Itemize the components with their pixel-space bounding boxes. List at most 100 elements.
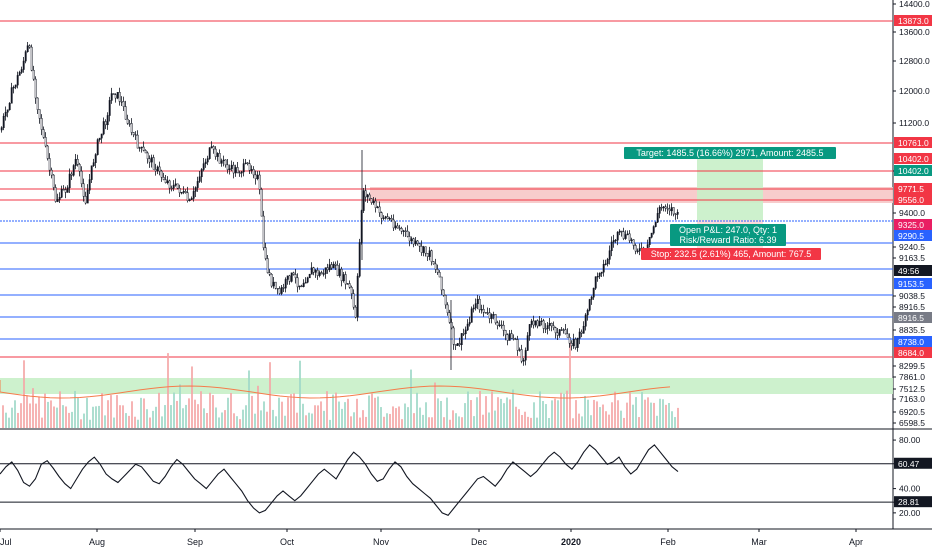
price-tick-label: 7512.5 [899,384,925,394]
time-tick-label: Mar [751,537,767,547]
candle-body [246,162,249,164]
candle-body [556,332,559,336]
candle-body [58,197,61,200]
candle-body [564,329,567,335]
volume-bar [482,414,484,428]
volume-bar [2,405,4,428]
candle-body [372,200,375,203]
candle-body [192,191,195,199]
candle-body [178,188,181,194]
volume-bar [152,410,154,428]
volume-bar [632,404,634,428]
candle-body [536,320,539,327]
candle-body [462,333,465,335]
candle-body [350,286,353,294]
volume-bar [221,412,223,428]
level-tag-label: 8738.0 [898,337,924,347]
candle-body [92,162,95,166]
volume-bar [548,418,550,428]
candle-body [232,164,235,174]
candle-body [298,285,301,288]
candle-body [280,287,283,294]
candle-body [234,167,237,174]
candle-body [634,245,637,252]
volume-bar [344,402,346,428]
volume-bar [311,413,313,428]
candle-body [538,321,541,327]
candle-body [206,158,209,163]
candle-body [494,314,497,324]
candle-body [226,164,229,170]
candle-body [580,331,583,334]
candle-body [636,250,639,253]
volume-bar [455,413,457,428]
volume-bar [569,341,571,428]
volume-bar [146,409,148,428]
candle-body [46,145,49,159]
candle-body [328,264,331,271]
candle-body [376,206,379,208]
volume-bar [71,411,73,428]
candle-body [212,146,215,150]
volume-bar [233,413,235,428]
candle-body [262,215,265,249]
candle-body [196,181,199,188]
candle-body [452,327,455,345]
volume-bar [608,414,610,428]
volume-bar [650,402,652,428]
volume-bar [191,366,193,428]
volume-bar [512,389,514,428]
time-tick-label: Nov [373,537,390,547]
candle-body [138,147,141,149]
candle-body [412,238,415,245]
candle-body [142,146,145,151]
volume-bar [362,410,364,428]
volume-bar [401,419,403,428]
volume-bar [263,401,265,428]
volume-bar [473,416,475,428]
candle-body [594,276,597,289]
volume-bar [278,397,280,428]
candle-body [416,240,419,244]
volume-bar [242,409,244,428]
volume-bar [77,397,79,428]
candle-body [504,330,507,336]
volume-bar [458,416,460,428]
candle-body [90,165,93,180]
rsi-tick-label: 80.00 [899,435,921,445]
volume-bar [479,390,481,428]
volume-bar [86,397,88,428]
candle-body [80,170,83,185]
level-tag-label: 9153.5 [898,279,924,289]
volume-bar [506,397,508,428]
volume-bar [8,417,10,428]
candle-body [86,189,89,204]
candle-body [496,322,499,326]
pnl-label-box [670,224,786,246]
candle-body [236,167,239,174]
volume-bar [644,399,646,428]
candle-body [534,320,537,326]
volume-bar [566,390,568,428]
candle-body [460,333,463,346]
candle-body [570,343,573,347]
price-tick-label: 9400.0 [899,208,925,218]
time-tick-label: Oct [280,537,295,547]
candle-body [230,164,233,170]
candle-body [122,101,125,107]
rsi-line [0,444,679,516]
candle-body [502,324,505,331]
price-tag [894,165,932,176]
candle-body [308,274,311,279]
candle-body [458,343,461,346]
price-tick-label: 8835.5 [899,325,925,335]
candle-body [16,75,19,86]
candle-body [650,232,653,238]
candle-body [336,265,339,276]
volume-bar [626,402,628,428]
volume-bar [251,395,253,428]
level-tag [894,183,932,194]
volume-bar [155,406,157,428]
